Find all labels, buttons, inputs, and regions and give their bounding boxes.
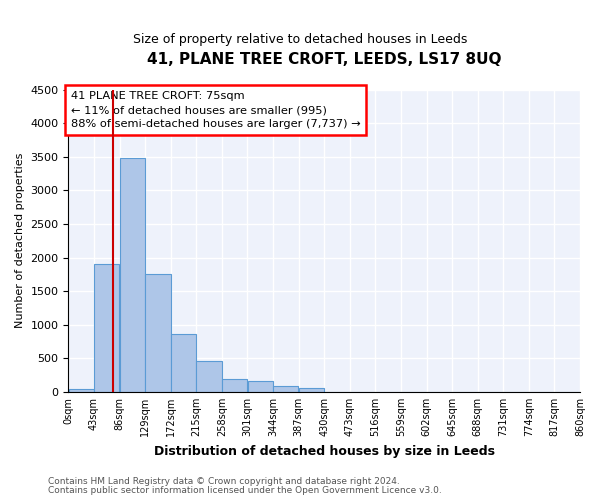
Text: Size of property relative to detached houses in Leeds: Size of property relative to detached ho… (133, 32, 467, 46)
Text: 41 PLANE TREE CROFT: 75sqm
← 11% of detached houses are smaller (995)
88% of sem: 41 PLANE TREE CROFT: 75sqm ← 11% of deta… (71, 91, 361, 129)
Bar (273, 386, 298, 392)
Bar (299, 388, 324, 392)
Bar (248, 381, 273, 392)
Title: 41, PLANE TREE CROFT, LEEDS, LS17 8UQ: 41, PLANE TREE CROFT, LEEDS, LS17 8UQ (147, 52, 502, 68)
Bar (94, 264, 119, 392)
Text: Contains HM Land Registry data © Crown copyright and database right 2024.: Contains HM Land Registry data © Crown c… (48, 477, 400, 486)
Bar (222, 380, 247, 392)
Bar (196, 361, 222, 392)
Text: Contains public sector information licensed under the Open Government Licence v3: Contains public sector information licen… (48, 486, 442, 495)
Y-axis label: Number of detached properties: Number of detached properties (15, 153, 25, 328)
Bar (145, 274, 170, 392)
X-axis label: Distribution of detached houses by size in Leeds: Distribution of detached houses by size … (154, 444, 495, 458)
Bar (120, 158, 145, 392)
Bar (68, 388, 94, 392)
Bar (171, 334, 196, 392)
